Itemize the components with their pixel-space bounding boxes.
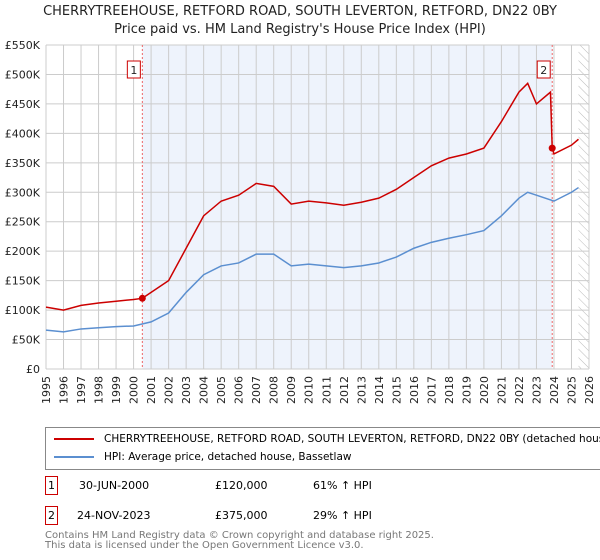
x-tick-label: 2002 — [163, 376, 176, 404]
y-tick-label: £100K — [5, 304, 41, 317]
sale-hpi: 29% ↑ HPI — [313, 509, 372, 522]
legend-swatch-blue — [54, 456, 94, 458]
chart-subtitle: Price paid vs. HM Land Registry's House … — [114, 22, 486, 37]
x-tick-label: 2010 — [303, 376, 316, 404]
y-tick-label: £50K — [12, 334, 41, 347]
x-tick-label: 2025 — [565, 376, 578, 404]
x-tick-label: 2008 — [268, 376, 281, 404]
footer-copyright: Contains HM Land Registry data © Crown c… — [45, 530, 434, 541]
y-tick-label: £350K — [5, 157, 41, 170]
x-tick-label: 2023 — [530, 376, 543, 404]
annotation-box — [126, 60, 141, 79]
x-tick-label: 2003 — [180, 376, 193, 404]
x-tick-label: 1999 — [110, 376, 123, 404]
x-tick-label: 2006 — [233, 376, 246, 404]
x-tick-label: 2011 — [320, 376, 333, 404]
hpi-line — [45, 186, 579, 333]
y-tick-label: £150K — [5, 275, 41, 288]
sale-row: 1 30-JUN-2000 £120,000 61% ↑ HPI — [45, 476, 372, 495]
footer: Contains HM Land Registry data © Crown c… — [45, 531, 434, 551]
x-tick-label: 2022 — [513, 376, 526, 404]
x-tick-label: 2024 — [548, 376, 561, 404]
legend: CHERRYTREEHOUSE, RETFORD ROAD, SOUTH LEV… — [45, 427, 600, 470]
sale-hpi: 61% ↑ HPI — [313, 479, 372, 492]
x-tick-label: 2009 — [285, 376, 298, 404]
y-tick-label: £250K — [5, 216, 41, 229]
x-tick-label: 1995 — [40, 376, 53, 404]
x-tick-label: 1998 — [93, 376, 106, 404]
x-tick-label: 2007 — [250, 376, 263, 404]
y-tick-label: £500K — [5, 68, 41, 81]
price-chart: 1995 1996 1997 1998 1999 2000 2001 2002 2003 2004… — [5, 39, 596, 404]
sale-date: 24-NOV-2023 — [77, 509, 151, 522]
x-tick-label: 1997 — [75, 376, 88, 404]
annotation-label: 1 — [130, 64, 137, 77]
forecast-hatch — [578, 45, 589, 369]
sale-point — [138, 294, 146, 302]
sale-row: 2 24-NOV-2023 £375,000 29% ↑ HPI — [45, 506, 372, 525]
x-tick-label: 2020 — [478, 376, 491, 404]
sale-date: 30-JUN-2000 — [79, 479, 150, 492]
legend-label-hpi: HPI: Average price, detached house, Bass… — [104, 451, 352, 463]
x-tick-label: 2014 — [373, 376, 386, 404]
x-tick-label: 2005 — [215, 376, 228, 404]
chart-title: CHERRYTREEHOUSE, RETFORD ROAD, SOUTH LEV… — [43, 4, 557, 19]
x-tick-label: 2001 — [145, 376, 158, 404]
x-tick-label: 2018 — [443, 376, 456, 404]
x-tick-label: 2021 — [495, 376, 508, 404]
x-tick-label: 2017 — [425, 376, 438, 404]
sale-price: £120,000 — [215, 479, 268, 492]
x-tick-label: 2015 — [390, 376, 403, 404]
x-tick-label: 2012 — [338, 376, 351, 404]
y-tick-label: £300K — [5, 186, 41, 199]
sale-point — [548, 144, 556, 152]
annotation-label: 2 — [540, 64, 547, 77]
y-tick-label: £450K — [5, 98, 41, 111]
x-tick-label: 2000 — [128, 376, 141, 404]
x-tick-label: 2026 — [583, 376, 596, 404]
y-tick-label: £550K — [5, 39, 41, 52]
legend-swatch-red — [54, 438, 94, 440]
sale-price: £375,000 — [215, 509, 268, 522]
y-tick-label: £400K — [5, 127, 41, 140]
x-tick-label: 2019 — [460, 376, 473, 404]
footer-licence: This data is licensed under the Open Gov… — [45, 540, 364, 551]
y-tick-label: £200K — [5, 245, 41, 258]
annotation-box — [536, 60, 551, 79]
sale-marker: 2 — [45, 506, 58, 525]
x-tick-label: 2016 — [408, 376, 421, 404]
x-tick-label: 2004 — [198, 376, 211, 404]
x-tick-label: 1996 — [58, 376, 71, 404]
y-tick-label: £0 — [26, 363, 40, 376]
x-tick-label: 2013 — [355, 376, 368, 404]
legend-label-property: CHERRYTREEHOUSE, RETFORD ROAD, SOUTH LEV… — [104, 433, 600, 445]
sale-marker: 1 — [45, 476, 58, 495]
